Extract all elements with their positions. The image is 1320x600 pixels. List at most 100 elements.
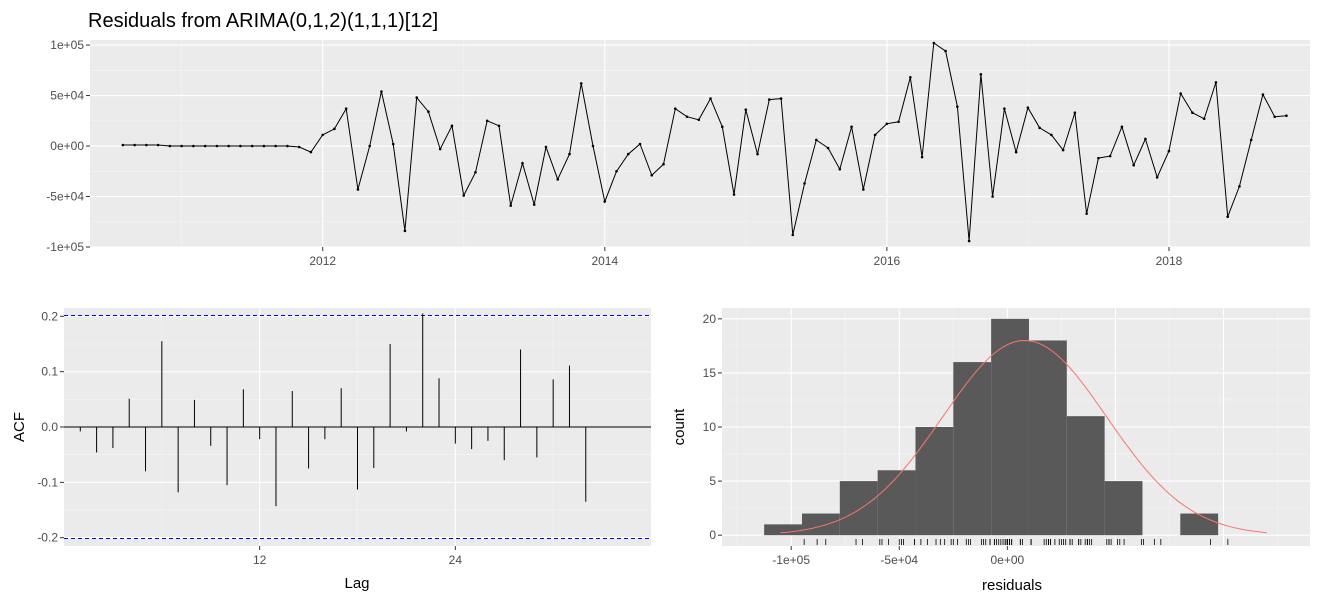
hist-x-tick-label: -5e+04 — [880, 553, 918, 567]
residuals-point — [474, 170, 477, 174]
residuals-point — [1214, 81, 1218, 84]
residuals-point — [1050, 133, 1053, 137]
residuals-point — [1273, 115, 1276, 119]
residuals-point — [1085, 212, 1088, 215]
residuals-point — [438, 147, 442, 151]
residuals-point — [215, 144, 219, 148]
residuals-x-tick-label: 2012 — [309, 254, 336, 268]
residuals-point — [333, 127, 336, 131]
residuals-point — [521, 161, 524, 165]
acf-y-tick-label: 0.2 — [41, 309, 58, 323]
hist-y-label: count — [671, 408, 688, 446]
residuals-point — [227, 144, 230, 148]
acf-bars — [64, 313, 651, 540]
residuals-point — [556, 178, 560, 181]
residuals-point — [697, 118, 701, 122]
residuals-point — [356, 188, 360, 191]
residuals-y-tick-label: -5e+04 — [46, 190, 84, 204]
residuals-point — [1226, 215, 1229, 219]
residuals-time-plot: -1e+05 -5e+04 0e+00 5e+04 1e+05 2012 2014 2016… — [46, 10, 1310, 268]
acf-y-label: ACF — [11, 412, 28, 442]
residuals-point — [380, 90, 383, 93]
residuals-point — [156, 143, 160, 147]
residuals-point — [850, 125, 853, 129]
hist-bar — [1066, 416, 1105, 536]
hist-bar — [1104, 481, 1143, 536]
residuals-point — [262, 144, 266, 148]
residuals-point — [838, 167, 842, 171]
residuals-y-tick-label: 0e+00 — [50, 139, 84, 153]
residuals-point — [286, 144, 289, 148]
hist-x-tick-label: 0e+00 — [991, 553, 1025, 567]
residuals-point — [1261, 93, 1265, 96]
chart-title: Residuals from ARIMA(0,1,2)(1,1,1)[12] — [88, 10, 438, 32]
residuals-point — [309, 150, 313, 154]
residuals-point — [744, 108, 748, 111]
residuals-point — [415, 96, 418, 99]
hist-y-ticks: 0 5 10 15 20 — [703, 312, 722, 542]
residuals-point — [826, 146, 830, 150]
residuals-point — [133, 143, 136, 147]
residuals-point — [1285, 114, 1288, 118]
hist-x-label: residuals — [982, 577, 1042, 594]
residuals-point — [297, 145, 301, 149]
residuals-point — [1202, 117, 1206, 121]
residuals-point — [591, 144, 595, 148]
residuals-y-ticks: -1e+05 -5e+04 0e+00 5e+04 1e+05 — [46, 38, 90, 254]
residuals-y-tick-label: 1e+05 — [50, 38, 84, 52]
residuals-point — [391, 142, 395, 146]
residuals-point — [944, 49, 947, 53]
residuals-point — [791, 233, 795, 237]
hist-bar — [1028, 340, 1067, 536]
residuals-point — [450, 124, 454, 128]
residuals-point — [685, 115, 689, 119]
hist-y-tick-label: 20 — [703, 312, 717, 326]
residuals-point — [274, 144, 277, 148]
hist-y-tick-label: 15 — [703, 366, 717, 380]
residuals-point — [932, 41, 936, 45]
residuals-point — [344, 107, 348, 110]
residuals-point — [497, 124, 501, 128]
residuals-point — [368, 144, 371, 148]
hist-bar — [991, 318, 1029, 536]
acf-x-ticks: 12 24 — [253, 546, 462, 567]
residuals-point — [250, 144, 254, 148]
hist-bar — [801, 513, 840, 536]
residuals-point — [638, 142, 642, 146]
residuals-point — [192, 144, 195, 148]
residuals-point — [909, 76, 912, 79]
residuals-point — [897, 120, 900, 124]
residuals-point — [203, 144, 207, 148]
residuals-point — [1191, 111, 1194, 115]
hist-bar — [877, 470, 916, 536]
residuals-point — [756, 152, 759, 156]
residuals-point — [239, 144, 242, 148]
residuals-point — [1238, 185, 1241, 188]
residuals-point — [991, 195, 994, 198]
hist-x-tick-label: -1e+05 — [772, 553, 810, 567]
acf-y-tick-label: -0.2 — [37, 531, 58, 545]
residuals-point — [603, 200, 607, 203]
hist-y-tick-label: 5 — [709, 474, 716, 488]
hist-bars — [764, 318, 1219, 536]
hist-y-tick-label: 10 — [703, 420, 717, 434]
residuals-point — [1073, 111, 1077, 115]
residuals-point — [1132, 163, 1135, 167]
acf-y-tick-label: 0.1 — [41, 365, 58, 379]
residuals-point — [168, 144, 172, 148]
residuals-point — [145, 143, 148, 147]
residuals-panel-bg — [90, 40, 1310, 247]
residuals-point — [1249, 138, 1253, 142]
residuals-point — [462, 194, 466, 197]
residuals-point — [767, 98, 771, 101]
residuals-point — [673, 107, 677, 110]
hist-bar — [915, 427, 954, 536]
acf-y-tick-label: -0.1 — [37, 475, 58, 489]
residuals-x-tick-label: 2016 — [874, 254, 901, 268]
hist-x-ticks: -1e+05 -5e+04 0e+00 — [772, 546, 1025, 567]
residuals-point — [779, 97, 783, 100]
residuals-point — [1026, 106, 1030, 109]
residuals-point — [803, 182, 806, 185]
